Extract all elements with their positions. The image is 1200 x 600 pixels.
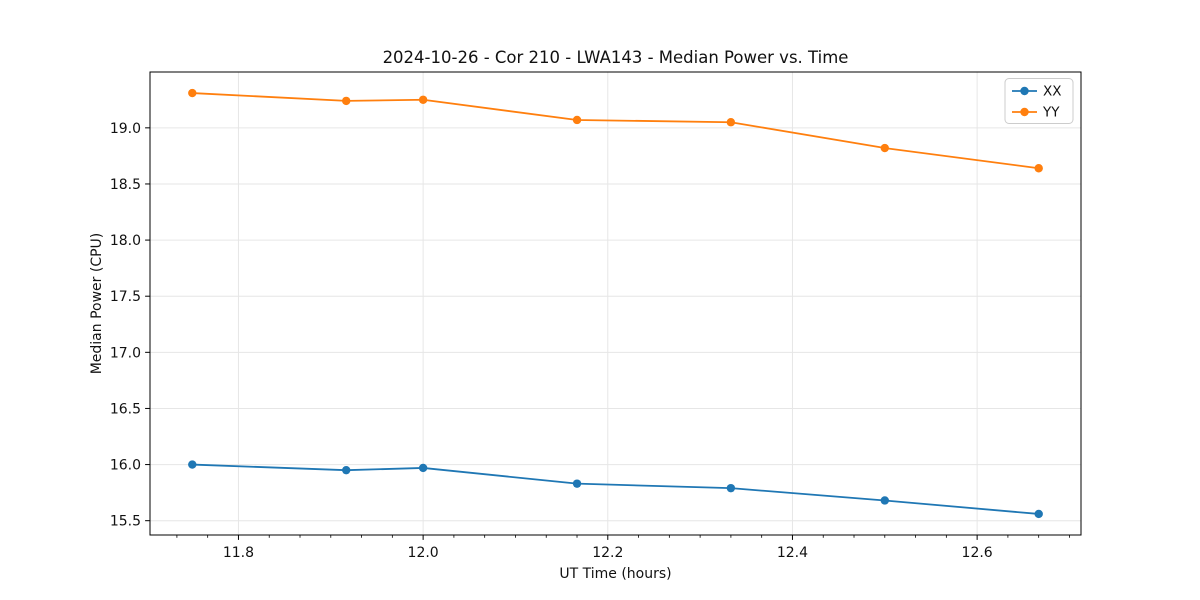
data-point-YY-3 (572, 115, 582, 125)
data-point-YY-6 (1034, 164, 1043, 173)
data-point-YY-1 (342, 96, 351, 106)
data-point-XX-6 (1034, 509, 1043, 519)
y-tick-label: 19.0 (110, 121, 141, 137)
plot-border (149, 71, 1082, 536)
y-tick-label: 18.5 (110, 177, 141, 193)
x-tick-label: 11.8 (223, 545, 254, 561)
data-point-YY-2 (418, 95, 428, 104)
y-tick-label: 15.5 (110, 514, 141, 530)
legend-item-YY: YY (1012, 105, 1060, 121)
data-point-XX-0 (188, 460, 197, 469)
x-tick-label: 12.6 (962, 545, 993, 561)
x-tick-label: 12.2 (592, 545, 623, 561)
x-tick-label: 12.0 (408, 545, 439, 561)
x-tick-label: 12.4 (777, 545, 808, 561)
y-tick-label: 17.5 (110, 289, 141, 305)
data-point-XX-4 (726, 483, 736, 493)
legend-item-XX: XX (1012, 84, 1062, 100)
grid-layer (150, 72, 1081, 535)
data-point-XX-5 (880, 496, 889, 505)
legend-marker (1020, 107, 1029, 117)
y-tick-label: 17.0 (110, 345, 141, 361)
data-point-XX-2 (418, 463, 428, 473)
tick-layer: 11.8 12.0 12.2 12.4 12.6 15.5 16.0 16.5 17.0 17.5… (110, 121, 1070, 561)
legend: XX YY (1004, 78, 1074, 124)
y-tick-label: 16.0 (110, 458, 141, 474)
data-point-YY-0 (188, 88, 197, 98)
chart-title: 2024-10-26 - Cor 210 - LWA143 - Median P… (383, 48, 849, 67)
data-point-YY-5 (880, 143, 889, 153)
legend-marker (1020, 86, 1029, 96)
y-tick-label: 16.5 (110, 401, 141, 417)
legend-label: YY (1042, 105, 1060, 121)
legend-box (1004, 78, 1074, 124)
series-layer (188, 88, 1043, 519)
data-point-XX-3 (572, 479, 582, 488)
data-point-XX-1 (342, 465, 351, 475)
y-tick-label: 18.0 (110, 233, 141, 249)
data-point-YY-4 (726, 118, 736, 127)
x-axis-label: UT Time (hours) (559, 566, 671, 582)
y-axis-label: Median Power (CPU) (89, 233, 105, 375)
legend-label: XX (1043, 84, 1062, 100)
